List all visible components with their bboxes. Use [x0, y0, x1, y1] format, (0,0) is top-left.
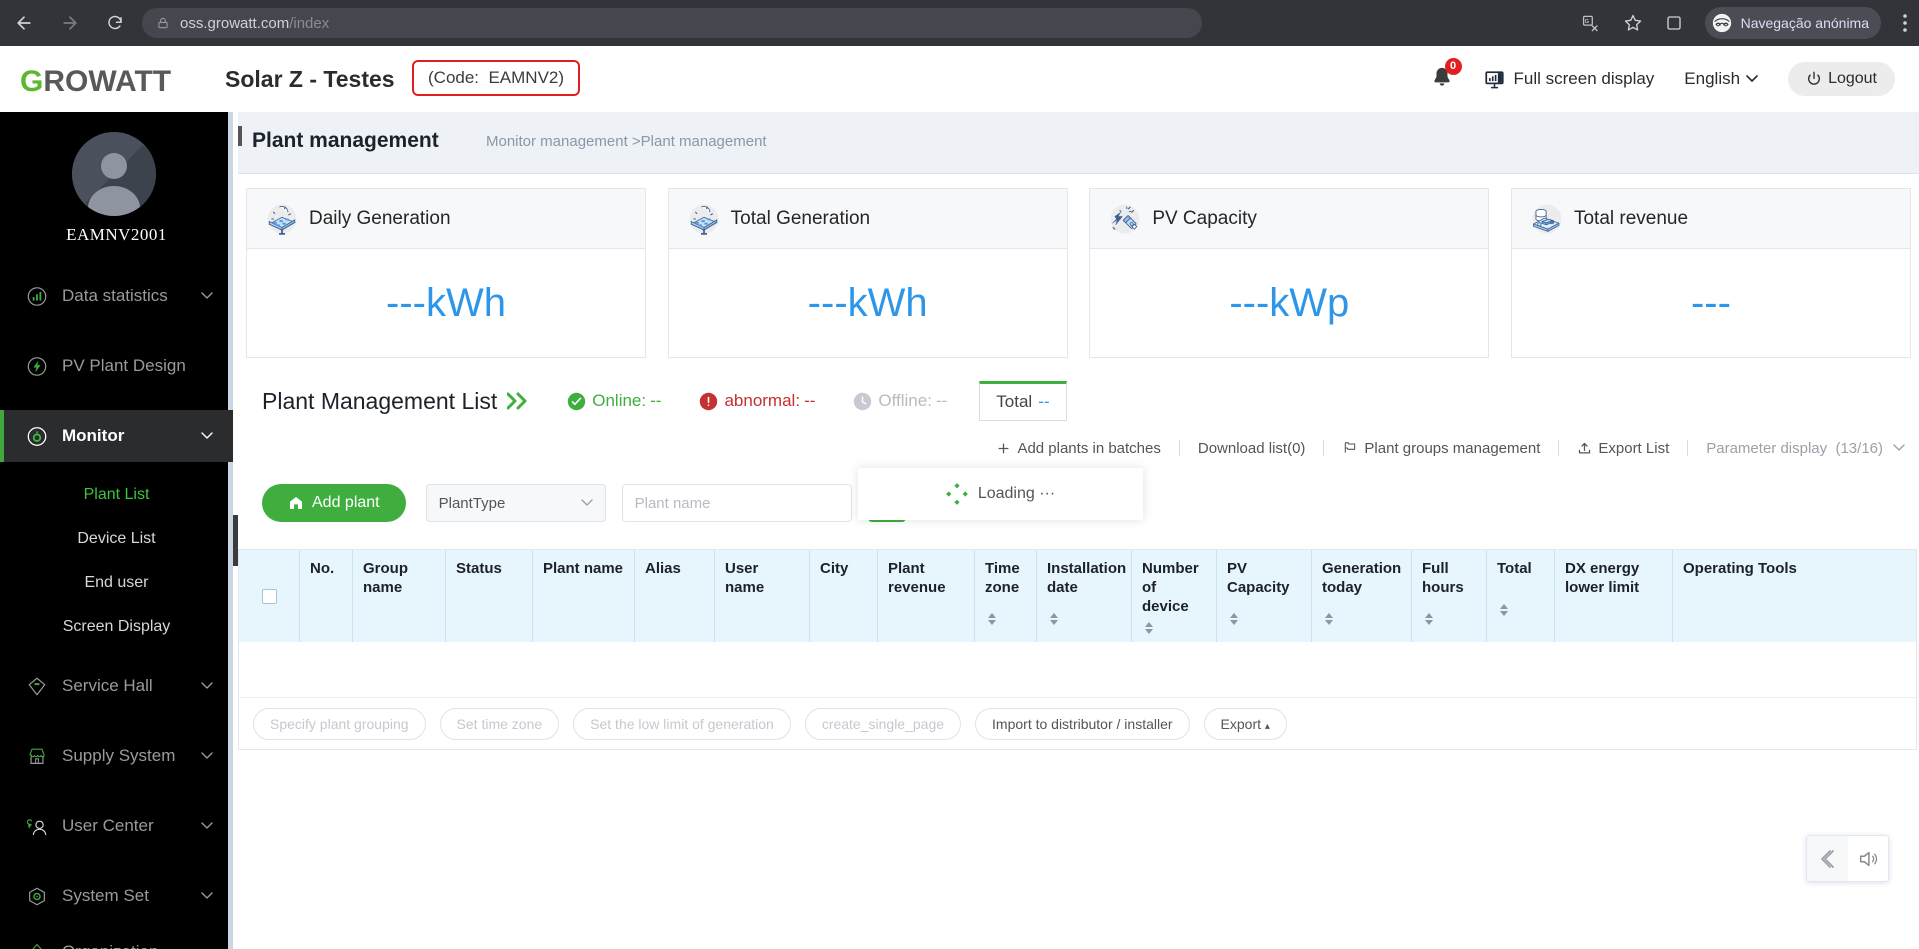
svg-text:G: G [1584, 19, 1588, 25]
